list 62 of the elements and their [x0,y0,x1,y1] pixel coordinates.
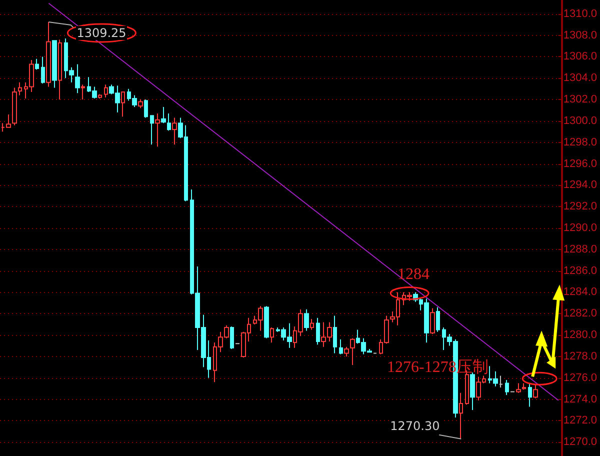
candlestick [81,84,85,100]
y-tick-label: 1290.0 [563,222,598,234]
annotation: 1270.30 [389,418,441,433]
y-tick-label: 1310.0 [563,8,598,20]
annotation: 1309.25 [76,26,128,40]
candlestick [12,87,17,126]
candlestick [344,346,349,357]
candlestick [333,315,337,354]
y-tick-label: 1288.0 [563,243,598,256]
y-tick-label: 1284.0 [563,286,598,298]
y-tick-label: 1272.0 [563,414,598,427]
candlestick [35,58,39,70]
candlestick [155,112,160,148]
candlestick [150,115,154,146]
candlestick [436,306,440,332]
candlestick [522,382,526,390]
candlestick [505,380,509,396]
y-tick-label: 1278.0 [563,350,598,362]
y-tick-label: 1270.0 [563,436,598,448]
y-tick-label: 1298.0 [563,136,598,148]
candlestick [52,40,57,88]
candlestick [104,84,108,98]
candlestick [161,106,166,124]
y-tick-label: 1308.0 [563,29,598,42]
candlestick [516,382,521,394]
candlestick [304,308,309,332]
y-tick-label: 1294.0 [563,179,598,192]
candlestick [230,326,234,350]
candlestick [430,308,435,334]
annotation: 1284 [396,266,431,284]
candlestick [499,375,503,388]
candlestick [75,64,80,94]
candlestick [350,338,355,366]
candlestick [138,99,143,109]
candlestick [144,99,148,118]
candlestick [167,112,171,132]
y-tick-label: 1282.0 [563,308,598,320]
y-tick-label: 1280.0 [563,329,598,342]
y-tick-label: 1296.0 [563,158,598,170]
candlestick [528,382,532,408]
y-tick-label: 1306.0 [563,50,598,63]
candlestick [339,338,343,355]
candlestick [316,317,320,346]
y-tick-label: 1304.0 [563,72,598,84]
candlestick [459,392,463,440]
candlestick [533,384,538,399]
candlestick [121,92,125,118]
candlestick [270,327,274,344]
candlestick [172,117,177,146]
candlestick [41,56,45,84]
candlestick [58,39,62,100]
y-tick-label: 1302.0 [563,94,598,106]
y-tick-label: 1274.0 [563,393,598,406]
y-tick-label: 1292.0 [563,200,598,213]
y-tick-label: 1286.0 [563,264,598,277]
candlestick [310,318,314,330]
y-tick-label: 1300.0 [563,114,598,127]
candlestick [264,306,269,339]
candlestick [46,21,51,88]
y-tick-label: 1276.0 [563,372,598,384]
candlestick [18,82,22,96]
candlestick [98,94,102,99]
